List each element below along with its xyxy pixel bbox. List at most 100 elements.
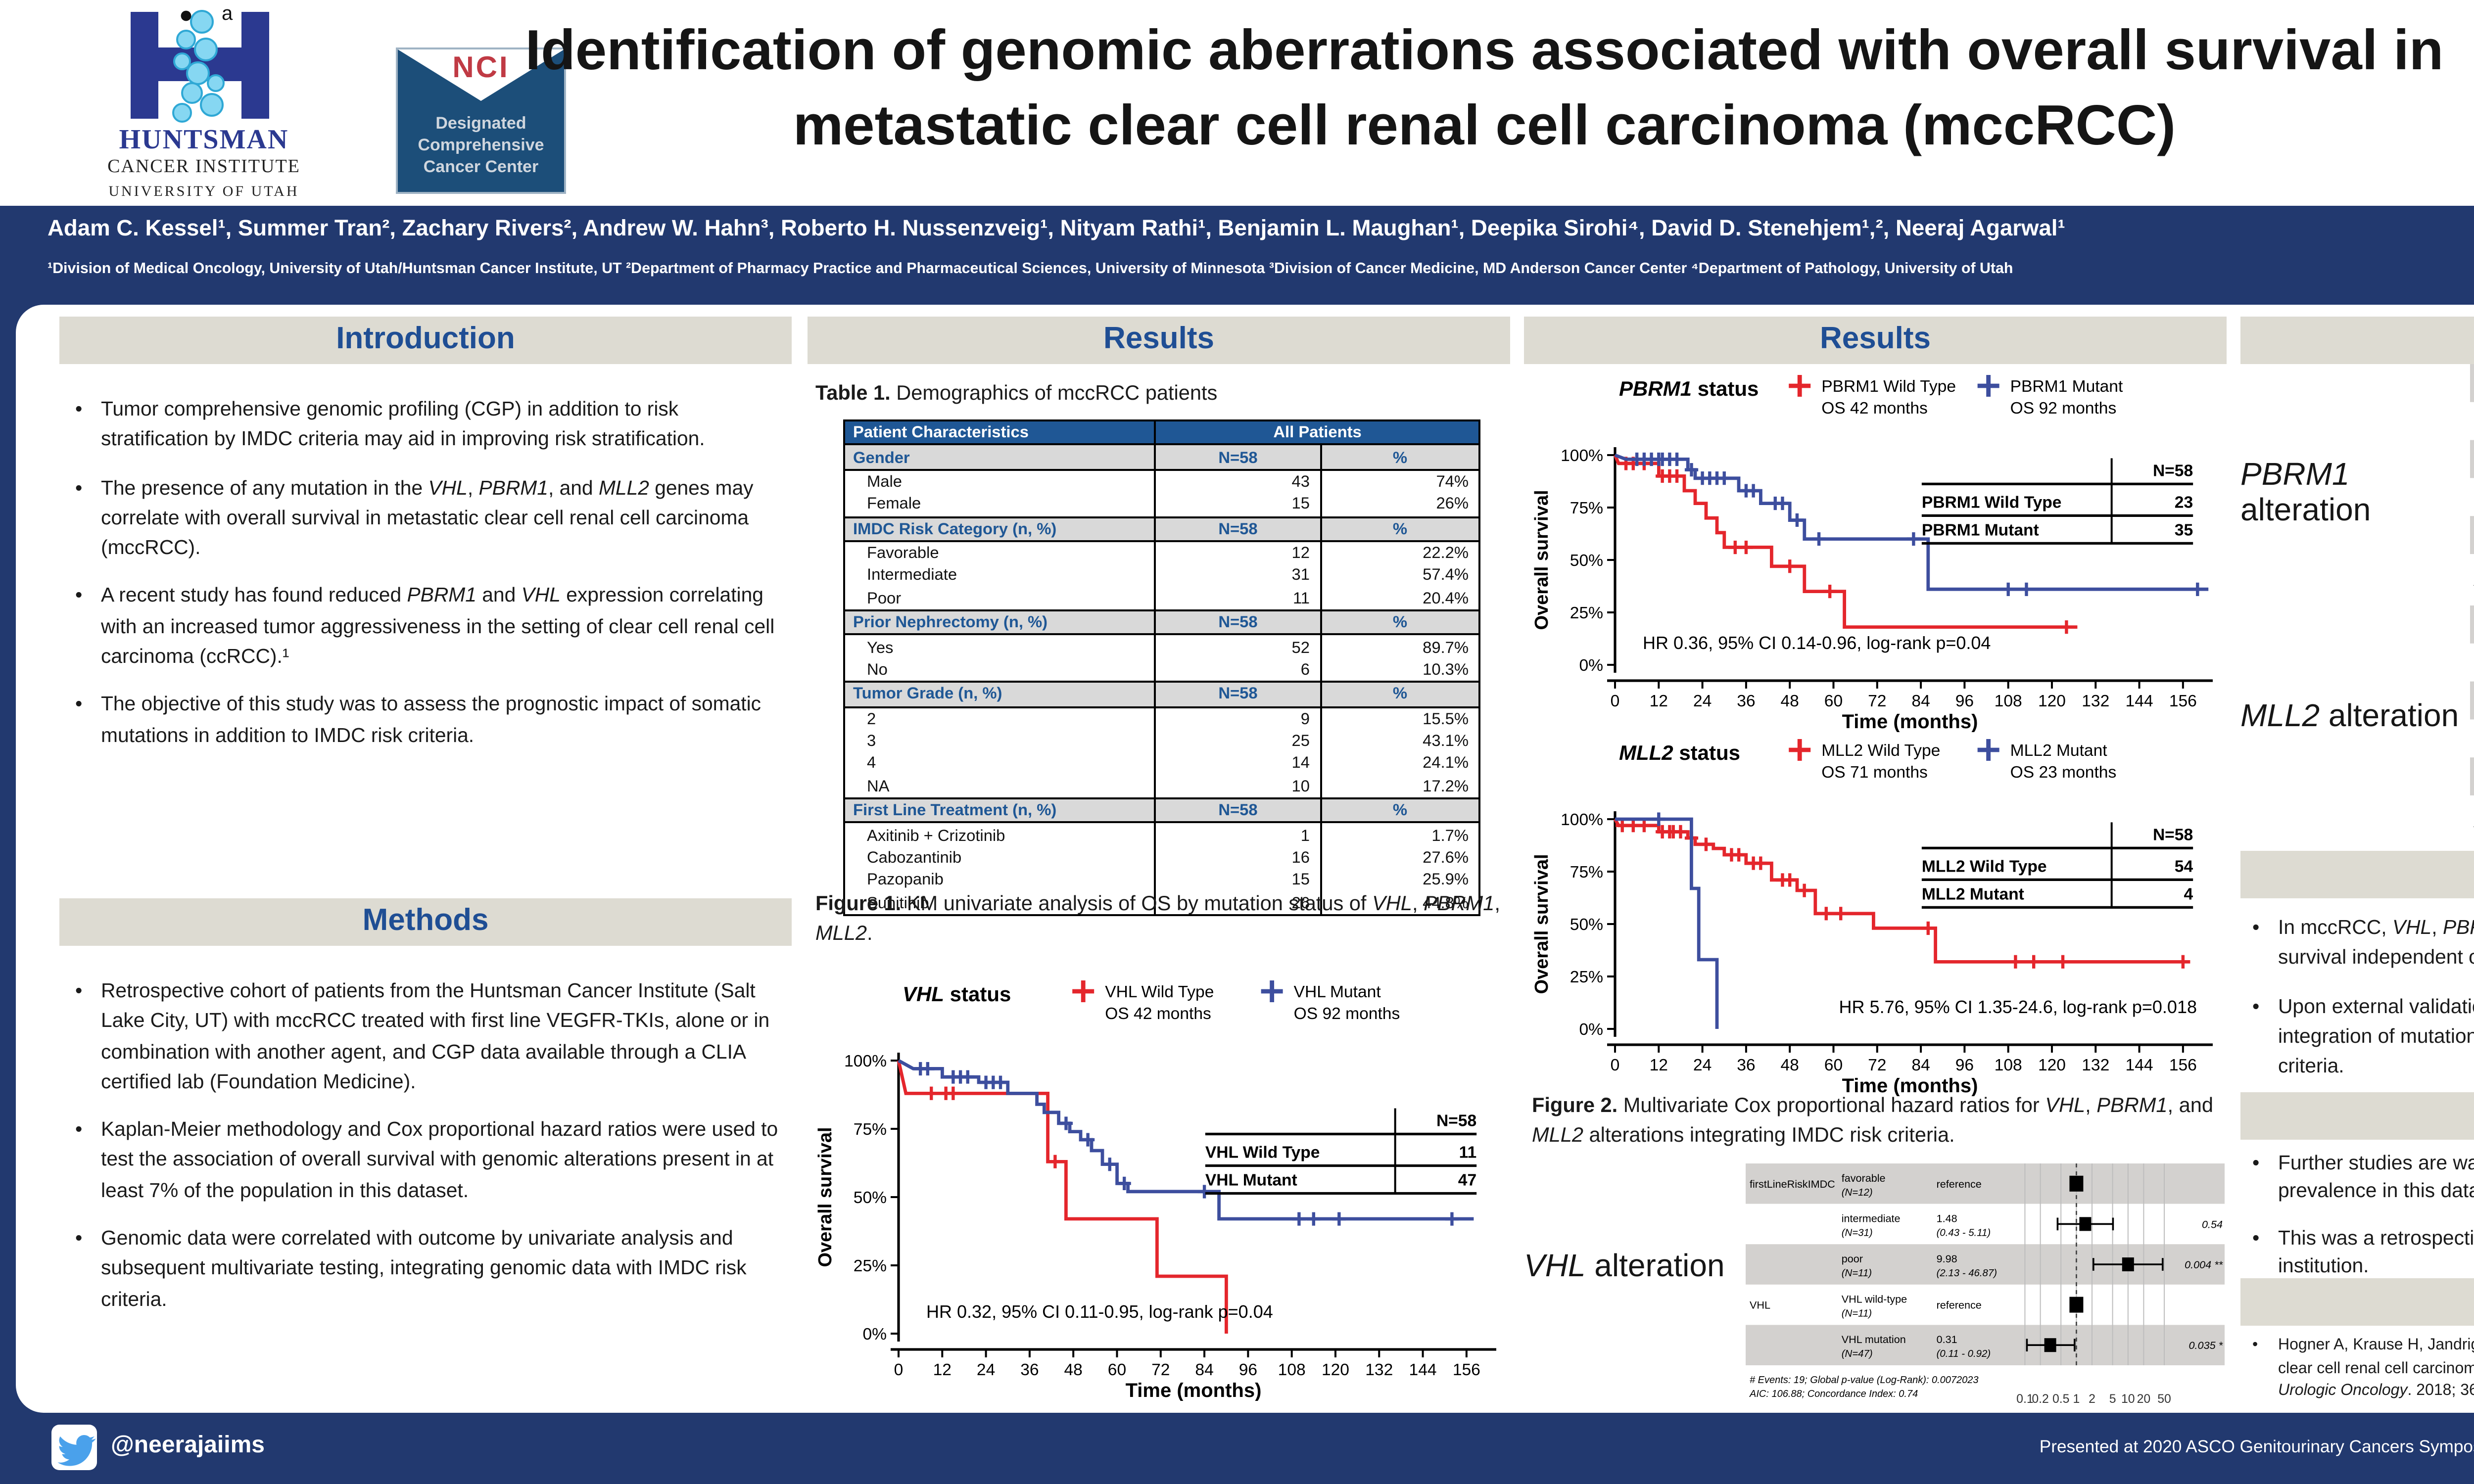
svg-text:(N=47): (N=47) bbox=[1842, 1348, 1873, 1359]
km-chart-pbrm1: PBRM1 status PBRM1 Wild Type OS 42 months P… bbox=[1531, 375, 2213, 732]
table-row: Pazopanib 15 25.9% bbox=[843, 869, 1481, 891]
huntsman-logo: a HUNTSMAN CANCER INSTITUTE UNIVERSITY O… bbox=[36, 4, 372, 206]
svg-text:108: 108 bbox=[1995, 1056, 2022, 1074]
svg-text:72: 72 bbox=[1868, 1056, 1886, 1074]
svg-text:Time (months): Time (months) bbox=[1842, 711, 1978, 732]
table-row: Male 43 74% bbox=[843, 469, 1481, 493]
svg-text:Overall survival: Overall survival bbox=[1531, 854, 1552, 994]
bullet-item: • Retrospective cohort of patients from t… bbox=[75, 981, 770, 1094]
svg-text:96: 96 bbox=[1239, 1361, 1257, 1379]
svg-text:96: 96 bbox=[1955, 1056, 1974, 1074]
svg-text:(2.13 - 46.87): (2.13 - 46.87) bbox=[1937, 1268, 1997, 1279]
svg-text:120: 120 bbox=[2038, 1056, 2066, 1074]
svg-text:poor: poor bbox=[1842, 1252, 1863, 1265]
svg-text:2: 2 bbox=[2089, 1392, 2095, 1406]
svg-text:favorable: favorable bbox=[1842, 1172, 1886, 1184]
figure2-caption: Figure 2. Multivariate Cox proportional … bbox=[1532, 1092, 2225, 1152]
svg-text:intermediate: intermediate bbox=[1842, 1212, 1901, 1224]
svg-text:Overall survival: Overall survival bbox=[1531, 490, 1552, 630]
svg-text:(N=12): (N=12) bbox=[1842, 1187, 1873, 1198]
svg-text:HR 5.76, 95% CI 1.35-24.6, log: HR 5.76, 95% CI 1.35-24.6, log-rank p=0.… bbox=[1839, 997, 2197, 1017]
table-row: NA 10 17.2% bbox=[843, 775, 1481, 798]
svg-text:4: 4 bbox=[2184, 885, 2193, 903]
svg-text:84: 84 bbox=[1195, 1361, 1213, 1379]
authors-band: Adam C. Kessel¹, Summer Tran², Zachary R… bbox=[0, 206, 2474, 301]
bullet-item: • The objective of this study was to asse… bbox=[75, 695, 761, 747]
introduction-bullets: • Tumor comprehensive genomic profiling (… bbox=[75, 396, 784, 770]
forest-chart-pbrm1: firstLineRiskIMDCfavorable(N=12)referenc… bbox=[2470, 364, 2474, 588]
table-row: No 6 10.3% bbox=[843, 658, 1481, 682]
svg-text:12: 12 bbox=[1650, 692, 1668, 710]
svg-text:N=58: N=58 bbox=[2153, 462, 2193, 480]
svg-text:36: 36 bbox=[1020, 1361, 1039, 1379]
svg-text:Time (months): Time (months) bbox=[1842, 1075, 1978, 1096]
svg-text:50%: 50% bbox=[1570, 916, 1603, 934]
svg-text:HR 0.32, 95% CI 0.11-0.95, log: HR 0.32, 95% CI 0.11-0.95, log-rank p=0.… bbox=[926, 1301, 1273, 1322]
svg-text:23: 23 bbox=[2175, 493, 2193, 511]
svg-text:156: 156 bbox=[2169, 692, 2197, 710]
section-header-methods: Methods bbox=[59, 898, 792, 946]
svg-text:48: 48 bbox=[1064, 1361, 1083, 1379]
main-background: Introduction • Tumor comprehensive genomi… bbox=[0, 301, 2474, 1484]
svg-text:50: 50 bbox=[2157, 1392, 2171, 1406]
section-header-results-col4: Results bbox=[2240, 317, 2474, 364]
svg-text:11: 11 bbox=[1459, 1143, 1477, 1161]
svg-text:Overall survival: Overall survival bbox=[815, 1127, 836, 1267]
table-row: Sunitinib 26 44.8% bbox=[843, 891, 1481, 915]
poster-footer: @neerajaiims Presented at 2020 ASCO Geni… bbox=[0, 1413, 2474, 1484]
bullet-item: • Genomic data were correlated with outco… bbox=[75, 1229, 747, 1311]
section-header-introduction: Introduction bbox=[59, 317, 792, 364]
svg-text:60: 60 bbox=[1824, 692, 1843, 710]
figure1-caption: Figure 1. KM univariate analysis of OS b… bbox=[815, 890, 1512, 950]
svg-text:0%: 0% bbox=[862, 1325, 887, 1344]
svg-text:144: 144 bbox=[2126, 692, 2153, 710]
svg-text:50%: 50% bbox=[854, 1189, 887, 1207]
svg-text:54: 54 bbox=[2175, 857, 2193, 876]
svg-text:0: 0 bbox=[1611, 692, 1620, 710]
svg-text:75%: 75% bbox=[1570, 499, 1603, 517]
svg-text:24: 24 bbox=[1693, 1056, 1712, 1074]
svg-text:firstLineRiskIMDC: firstLineRiskIMDC bbox=[1750, 1178, 1835, 1190]
nci-chevron-icon bbox=[398, 49, 564, 101]
section-header-references: References bbox=[2240, 1278, 2474, 1326]
svg-text:MLL2 status: MLL2 status bbox=[1619, 741, 1740, 764]
svg-text:(N=11): (N=11) bbox=[1842, 1308, 1872, 1319]
figure1-caption-bold: Figure 1. bbox=[815, 894, 902, 916]
svg-text:0.1: 0.1 bbox=[2016, 1392, 2033, 1406]
svg-text:132: 132 bbox=[1365, 1361, 1393, 1379]
nci-line3: Comprehensive bbox=[418, 135, 544, 154]
figure1-caption-rest: KM univariate analysis of OS by mutation… bbox=[815, 894, 1500, 946]
section-header-results-col2: Results bbox=[808, 317, 1510, 364]
nci-name: NCI bbox=[452, 51, 510, 85]
svg-text:VHL Wild Type: VHL Wild Type bbox=[1205, 1143, 1320, 1161]
svg-text:0: 0 bbox=[894, 1361, 904, 1379]
svg-text:84: 84 bbox=[1911, 1056, 1930, 1074]
svg-text:60: 60 bbox=[1108, 1361, 1126, 1379]
bullet-item: •In mccRCC, VHL, PBRM1, and MLL2 mutatio… bbox=[2252, 918, 2474, 971]
svg-text:12: 12 bbox=[933, 1361, 952, 1379]
svg-text:72: 72 bbox=[1868, 692, 1886, 710]
bullet-item: • Kaplan-Meier methodology and Cox propor… bbox=[75, 1120, 778, 1203]
forest-label-vhl: VHL alteration bbox=[1524, 1251, 1725, 1284]
table-section-row: Gender N=58% bbox=[843, 444, 1481, 471]
huntsman-line2: CANCER INSTITUTE bbox=[107, 158, 300, 178]
table1-caption: Table 1. Demographics of mccRCC patients bbox=[815, 380, 1512, 410]
table1-caption-rest: Demographics of mccRCC patients bbox=[890, 384, 1218, 406]
figure2-caption-bold: Figure 2. bbox=[1532, 1096, 1618, 1118]
forest-label-mll2: MLL2 alteration bbox=[2240, 700, 2459, 734]
twitter-icon bbox=[51, 1425, 97, 1470]
svg-text:1: 1 bbox=[2073, 1392, 2080, 1406]
huntsman-h-icon bbox=[131, 10, 269, 123]
table-header-row: Patient Characteristics All Patients bbox=[843, 419, 1480, 446]
presented-at-text: Presented at 2020 ASCO Genitourinary Can… bbox=[2039, 1437, 2474, 1456]
bullet-item: •This was a retrospective study using a … bbox=[2252, 1228, 2474, 1279]
twitter-handle: @neerajaiims bbox=[111, 1431, 265, 1458]
svg-text:108: 108 bbox=[1995, 692, 2022, 710]
svg-text:PBRM1 status: PBRM1 status bbox=[1619, 377, 1759, 400]
svg-text:48: 48 bbox=[1781, 692, 1799, 710]
svg-text:OS 71 months: OS 71 months bbox=[1821, 763, 1928, 782]
svg-text:(N=11): (N=11) bbox=[1842, 1268, 1872, 1279]
table-row: 3 25 43.1% bbox=[843, 730, 1481, 752]
figure2-caption-rest: Multivariate Cox proportional hazard rat… bbox=[1532, 1096, 2213, 1148]
svg-text:35: 35 bbox=[2175, 521, 2193, 539]
